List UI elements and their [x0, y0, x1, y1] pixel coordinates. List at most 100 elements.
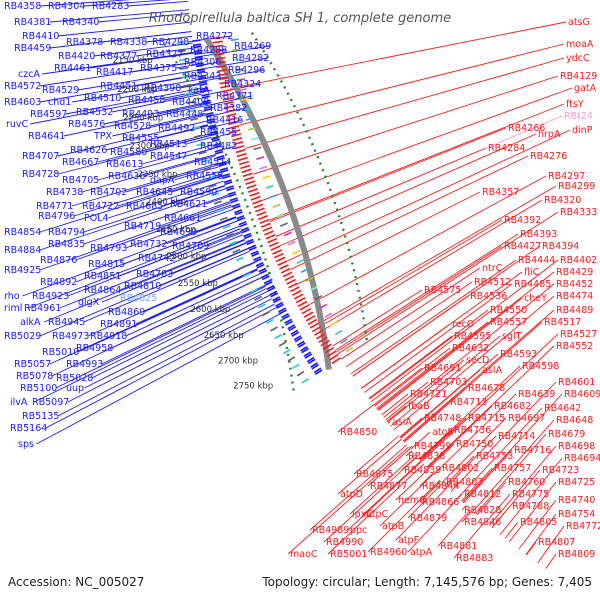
reverse-gene-label: RB4394: [542, 241, 579, 252]
forward-gene-block: [278, 307, 286, 313]
reverse-gene-label: RB4881: [440, 541, 477, 552]
forward-gene-block: [310, 362, 318, 368]
forward-gene-label: RB4793: [90, 243, 127, 254]
feature-block-outer: [213, 200, 223, 205]
forward-gene-label: RB4448: [166, 109, 203, 120]
reverse-gene-label: RB4429: [556, 267, 593, 278]
reverse-gene-label: RB4552: [556, 341, 593, 352]
reverse-leader-line: [367, 448, 411, 487]
reverse-leader-line: [388, 421, 391, 424]
reverse-gene-label: ftsY: [566, 99, 584, 110]
forward-leader-line: [57, 134, 211, 175]
forward-gene-label: RB4732: [130, 239, 167, 250]
forward-gene-block: [236, 217, 246, 222]
forward-gene-block: [255, 261, 264, 267]
kbp-tick-label: 2650 kbp: [204, 331, 244, 341]
reverse-leader-line: [419, 429, 453, 461]
forward-leader-line: [165, 217, 237, 245]
reverse-leader-line: [407, 482, 443, 519]
forward-gene-label: RB4492: [158, 123, 195, 134]
forward-gene-block: [210, 132, 219, 137]
reverse-gene-label: RB4489: [556, 305, 593, 316]
reverse-gene-label: RB4276: [530, 151, 567, 162]
reverse-gene-block: [229, 125, 240, 130]
forward-gene-block: [269, 290, 278, 296]
reverse-leader-line: [441, 417, 507, 483]
reverse-gene-label: RB4682: [494, 401, 531, 412]
forward-gene-label: alkA: [20, 317, 41, 328]
forward-leader-line: [83, 194, 229, 245]
forward-gene-label: RB4597: [30, 109, 67, 120]
feature-block-outer: [283, 348, 291, 355]
forward-gene-label: RB4288: [190, 45, 227, 56]
reverse-leader-line: [437, 509, 472, 547]
forward-gene-block: [282, 314, 290, 321]
forward-gene-label: RB4603: [4, 97, 41, 108]
reverse-leader-line: [374, 347, 451, 407]
reverse-gene-block: [226, 113, 237, 118]
kbp-tick-label: 2350 kbp: [137, 170, 177, 180]
reverse-leader-line: [337, 404, 374, 433]
forward-gene-block: [273, 298, 282, 304]
reverse-gene-label: RB4703: [430, 377, 467, 388]
forward-gene-label: RB4306: [184, 57, 221, 68]
forward-leader-line: [159, 248, 249, 287]
reverse-gene-block: [329, 353, 339, 361]
feature-block-inner: [233, 58, 242, 62]
reverse-gene-label: RB4678: [468, 383, 505, 394]
forward-gene-block: [248, 246, 257, 252]
reverse-gene-label: RB4760: [508, 477, 545, 488]
feature-block-inner: [265, 184, 274, 189]
reverse-gene-label: RB4598: [522, 361, 559, 372]
forward-gene-block: [218, 163, 227, 167]
forward-gene-block: [200, 87, 209, 91]
feature-block-inner: [287, 240, 296, 246]
feature-block-outer: [225, 232, 234, 238]
forward-gene-label: RB4493: [122, 109, 159, 120]
reverse-leader-line: [352, 295, 469, 377]
forward-leader-line: [125, 273, 260, 337]
reverse-gene-label: RB4557: [490, 317, 527, 328]
forward-gene-label: RB4699: [160, 227, 197, 238]
forward-gene-label: uup: [66, 383, 84, 394]
forward-gene-block: [311, 363, 320, 370]
feature-block-outer: [246, 280, 255, 286]
forward-gene-label: dapA: [150, 175, 175, 186]
reverse-leader-line: [491, 505, 511, 529]
forward-leader-line: [187, 40, 193, 43]
reverse-leader-line: [308, 175, 547, 306]
reverse-gene-block: [309, 322, 320, 329]
reverse-gene-label: RB4828: [464, 505, 501, 516]
forward-gene-label: ilvA: [10, 397, 28, 408]
forward-gene-block: [258, 267, 267, 273]
reverse-gene-label: RB4299: [558, 181, 595, 192]
reverse-leader-line: [335, 233, 519, 351]
reverse-gene-label: RB4392: [504, 215, 541, 226]
forward-gene-label: RB4973: [52, 331, 89, 342]
reverse-leader-line: [261, 87, 573, 201]
reverse-gene-block: [311, 325, 322, 333]
reverse-leader-line: [419, 365, 521, 460]
reverse-gene-label: RB4639: [518, 389, 555, 400]
reverse-leader-line: [350, 259, 517, 375]
feature-block-inner: [279, 222, 288, 227]
kbp-tick-label: 2500 kbp: [166, 252, 206, 262]
reverse-leader-line: [327, 463, 425, 555]
forward-gene-block: [202, 99, 211, 103]
feature-block-inner: [314, 294, 323, 301]
forward-gene-block: [246, 240, 255, 246]
reverse-leader-line: [370, 259, 559, 402]
forward-leader-line: [49, 268, 258, 365]
reverse-leader-line: [442, 481, 445, 484]
reverse-gene-label: RB4807: [538, 537, 575, 548]
reverse-leader-line: [377, 297, 523, 411]
reverse-leader-line: [385, 283, 555, 421]
reverse-leader-line: [269, 103, 565, 221]
reverse-gene-label: RB4844: [422, 481, 459, 492]
feature-block-outer: [287, 356, 296, 362]
feature-block-outer: [292, 363, 300, 370]
forward-gene-label: RB4685: [126, 201, 163, 212]
reverse-gene-label: RB4716: [514, 445, 551, 456]
reverse-gene-block: [279, 264, 289, 270]
reverse-leader-line: [386, 405, 407, 422]
